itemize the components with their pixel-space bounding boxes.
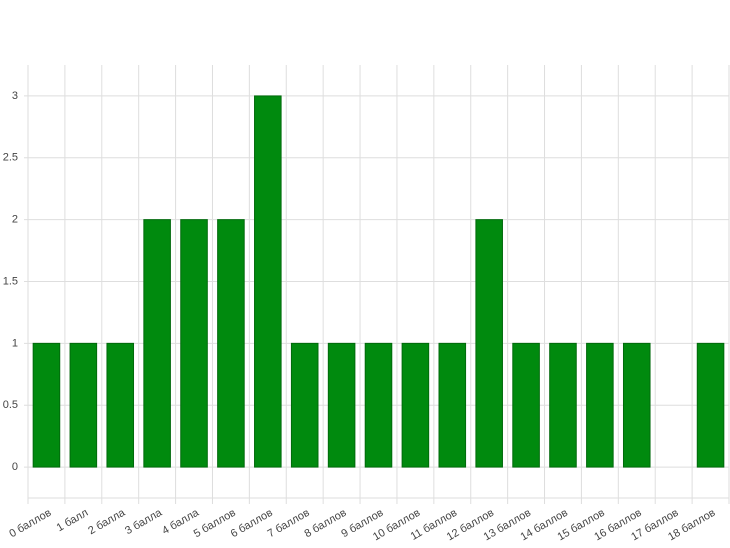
bar xyxy=(69,342,98,468)
bar xyxy=(32,342,61,468)
bar xyxy=(438,342,467,468)
bar xyxy=(180,219,208,468)
bar xyxy=(106,342,135,468)
y-tick-label: 3 xyxy=(12,90,18,102)
y-tick-label: 0.5 xyxy=(3,399,18,411)
x-tick-label: 2 балла xyxy=(86,506,128,537)
y-tick-label: 2 xyxy=(12,214,18,226)
bar xyxy=(475,219,503,468)
bar xyxy=(622,342,651,468)
bar xyxy=(586,342,614,468)
bar xyxy=(217,219,245,468)
y-tick-label: 2.5 xyxy=(3,152,18,164)
x-tick-label: 3 балла xyxy=(123,506,165,537)
bar xyxy=(549,342,577,468)
bar xyxy=(364,342,393,468)
y-tick-label: 1.5 xyxy=(3,275,18,287)
bar xyxy=(254,95,282,468)
x-tick-label: 0 баллов xyxy=(7,507,53,541)
bar xyxy=(327,342,356,468)
bar xyxy=(696,342,725,468)
bar xyxy=(401,342,430,468)
bar xyxy=(290,342,319,468)
bar xyxy=(143,219,171,468)
x-tick-label: 1 балл xyxy=(55,507,91,534)
y-tick-label: 1 xyxy=(12,337,18,349)
bar xyxy=(512,342,540,468)
y-tick-label: 0 xyxy=(12,461,18,473)
